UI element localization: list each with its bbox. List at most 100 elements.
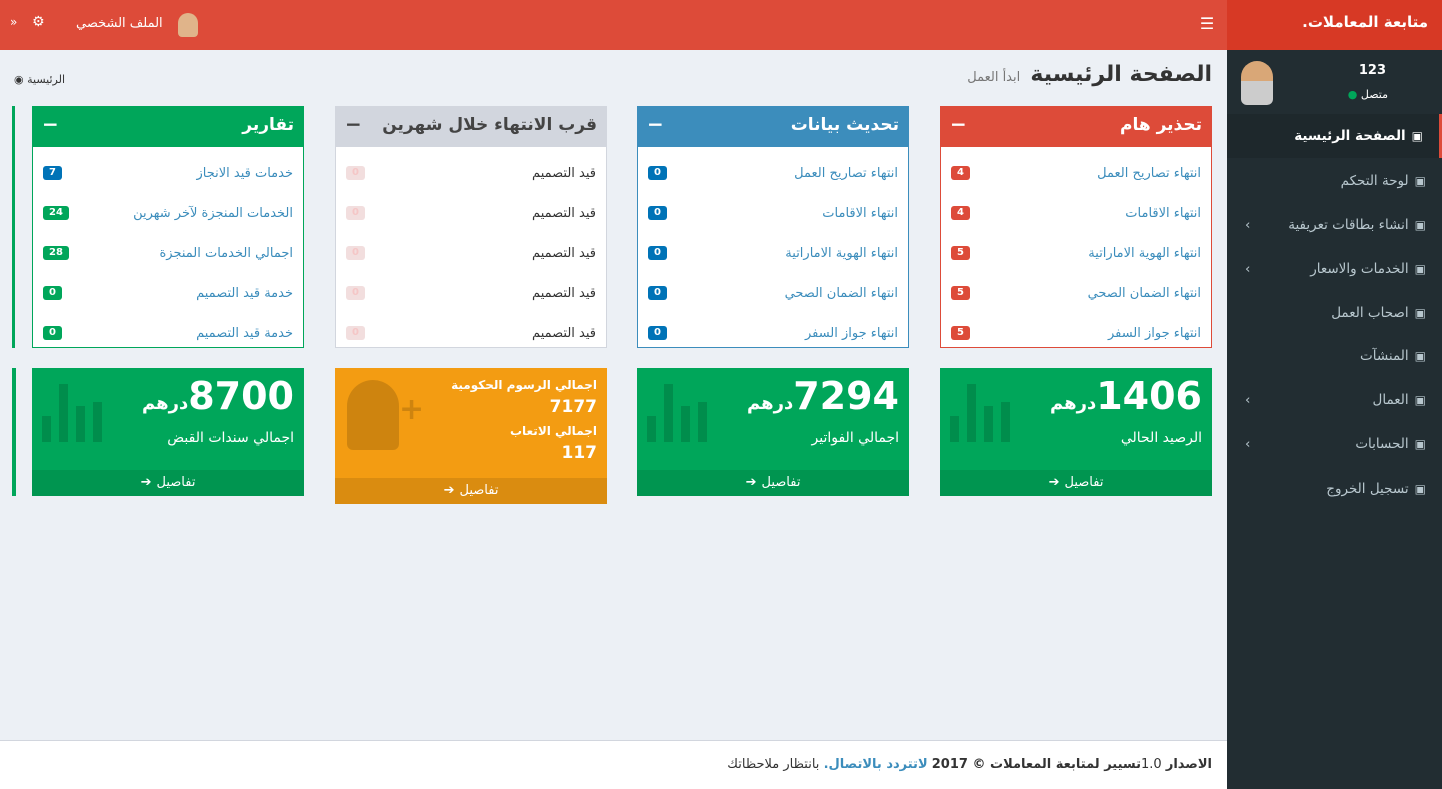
box-row: انتهاء جواز السفر 5 <box>941 316 1211 356</box>
menu-icon: ▣ <box>1414 393 1426 407</box>
item-link[interactable]: قيد التصميم <box>532 166 596 181</box>
collapse-button[interactable]: − <box>950 112 967 136</box>
badge: 5 <box>951 246 970 260</box>
item-link[interactable]: خدمات قيد الانجاز <box>196 166 293 181</box>
item-link[interactable]: انتهاء جواز السفر <box>804 326 898 341</box>
item-link[interactable]: خدمة قيد التصميم <box>196 286 293 301</box>
item-link[interactable]: الخدمات المنجزة لآخر شهرين <box>133 206 293 221</box>
item-link[interactable]: انتهاء الاقامات <box>822 206 898 221</box>
menu-item[interactable]: ▣ الصفحة الرئيسية <box>1227 114 1442 158</box>
chart-icon-bar <box>1001 402 1010 442</box>
box-row: الخدمات المنجزة لآخر شهرين 24 <box>33 196 303 236</box>
navbar: ☰ » ⚙ الملف الشخصي <box>0 0 1227 50</box>
stat-footer[interactable]: تفاصيل ➔ <box>335 478 607 504</box>
box-row: قيد التصميم 0 <box>336 276 606 316</box>
item-link[interactable]: انتهاء الضمان الصحي <box>784 286 898 301</box>
item-link[interactable]: انتهاء الاقامات <box>1125 206 1201 221</box>
menu-icon: ▣ <box>1414 262 1426 276</box>
page-subtitle: ابدأ العمل <box>967 70 1021 85</box>
menu-label: الخدمات والاسعار <box>1310 261 1409 277</box>
contact-link[interactable]: لاتتردد بالاتصال. <box>823 757 928 772</box>
badge: 0 <box>43 326 62 340</box>
breadcrumb-item[interactable]: الرئيسية <box>27 73 65 86</box>
menu-icon: ▣ <box>1414 174 1426 188</box>
badge: 0 <box>346 206 365 220</box>
menu-icon: ▣ <box>1414 349 1426 363</box>
menu-item[interactable]: ▣ المنشآت <box>1227 334 1442 378</box>
item-link[interactable]: اجمالي الخدمات المنجزة <box>159 246 293 261</box>
menu-item[interactable]: ▣ تسجيل الخروج <box>1227 467 1442 511</box>
box-row: انتهاء الهوية الاماراتية 5 <box>941 236 1211 276</box>
box: تحديث بيانات − انتهاء تصاريح العمل 0 انتهاء … <box>637 106 909 348</box>
stat-label: اجمالي سندات القبض <box>167 430 294 446</box>
item-link[interactable]: انتهاء الهوية الاماراتية <box>1088 246 1201 261</box>
stat-box: 7294درهم اجمالي الفواتير تفاصيل ➔ <box>637 368 909 496</box>
item-link[interactable]: خدمة قيد التصميم <box>196 326 293 341</box>
menu-item[interactable]: ▣ الخدمات والاسعار › <box>1227 247 1442 291</box>
details-link[interactable]: تفاصيل <box>459 483 499 498</box>
menu-item[interactable]: ▣ العمال › <box>1227 378 1442 422</box>
menu-arrow: › <box>1245 392 1251 408</box>
box-row: انتهاء الاقامات 4 <box>941 196 1211 236</box>
item-link[interactable]: انتهاء تصاريح العمل <box>794 166 898 181</box>
stat-box: 8700درهم اجمالي سندات القبض تفاصيل ➔ <box>32 368 304 496</box>
footer-note: بانتظار ملاحظاتك <box>727 757 820 772</box>
details-link[interactable]: تفاصيل <box>1064 475 1104 490</box>
item-link[interactable]: انتهاء الضمان الصحي <box>1087 286 1201 301</box>
item-link[interactable]: قيد التصميم <box>532 286 596 301</box>
details-link[interactable]: تفاصيل <box>761 475 801 490</box>
menu-item[interactable]: ▣ الحسابات › <box>1227 422 1442 466</box>
box-row: اجمالي الخدمات المنجزة 28 <box>33 236 303 276</box>
menu-item[interactable]: ▣ انشاء بطاقات تعريفية › <box>1227 203 1442 247</box>
stat-value: 8700درهم <box>142 374 294 418</box>
menu-item[interactable]: ▣ لوحة التحكم <box>1227 159 1442 203</box>
collapse-button[interactable]: − <box>42 112 59 136</box>
user-name: 123 <box>1358 63 1386 78</box>
status-text: متصل <box>1360 88 1388 101</box>
box-row: خدمة قيد التصميم 0 <box>33 316 303 356</box>
partial-box-edge <box>12 106 15 348</box>
stat-body: 8700درهم اجمالي سندات القبض <box>32 368 304 470</box>
box-header: تحديث بيانات − <box>637 106 909 147</box>
collapse-button[interactable]: − <box>647 112 664 136</box>
box-row: انتهاء تصاريح العمل 0 <box>638 156 908 196</box>
item-link[interactable]: قيد التصميم <box>532 246 596 261</box>
expand-icon[interactable]: » <box>10 15 18 29</box>
chart-icon-bar <box>59 384 68 442</box>
stat-unit: درهم <box>1050 393 1097 414</box>
item-link[interactable]: انتهاء جواز السفر <box>1107 326 1201 341</box>
details-link[interactable]: تفاصيل <box>156 475 196 490</box>
item-link[interactable]: قيد التصميم <box>532 326 596 341</box>
stat-value: 1406درهم <box>1050 374 1202 418</box>
menu-item[interactable]: ▣ اصحاب العمل <box>1227 291 1442 335</box>
box-row: انتهاء جواز السفر 0 <box>638 316 908 356</box>
menu-toggle[interactable]: ☰ <box>1199 14 1215 33</box>
item-link[interactable]: انتهاء تصاريح العمل <box>1097 166 1201 181</box>
details-icon: ➔ <box>443 483 455 498</box>
menu-label: العمال <box>1372 392 1409 408</box>
chart-icon-bar <box>42 416 51 442</box>
stat-unit: درهم <box>747 393 794 414</box>
chart-icon-bar <box>950 416 959 442</box>
settings-icon[interactable]: ⚙ <box>32 14 45 30</box>
user-status: متصل ● <box>1348 88 1388 101</box>
stat-body: + اجمالي الرسوم الحكومية 7177 اجمالي الاتعا… <box>335 368 607 478</box>
chart-icon-bar <box>984 406 993 442</box>
item-link[interactable]: قيد التصميم <box>532 206 596 221</box>
badge: 0 <box>346 286 365 300</box>
brand[interactable]: متابعة المعاملات. <box>1227 0 1442 50</box>
stat-line-value: 7177 <box>549 397 597 417</box>
profile-link[interactable]: الملف الشخصي <box>76 16 163 31</box>
plus-icon: + <box>399 392 425 427</box>
menu-icon: ▣ <box>1411 129 1423 143</box>
box-row: قيد التصميم 0 <box>336 196 606 236</box>
item-link[interactable]: انتهاء الهوية الاماراتية <box>785 246 898 261</box>
collapse-button[interactable]: − <box>345 112 362 136</box>
stat-box: + اجمالي الرسوم الحكومية 7177 اجمالي الاتعا… <box>335 368 607 504</box>
stat-footer[interactable]: تفاصيل ➔ <box>637 470 909 496</box>
breadcrumb: الرئيسية ◉ <box>14 73 65 86</box>
chart-icon-bar <box>664 384 673 442</box>
stat-footer[interactable]: تفاصيل ➔ <box>32 470 304 496</box>
stat-footer[interactable]: تفاصيل ➔ <box>940 470 1212 496</box>
